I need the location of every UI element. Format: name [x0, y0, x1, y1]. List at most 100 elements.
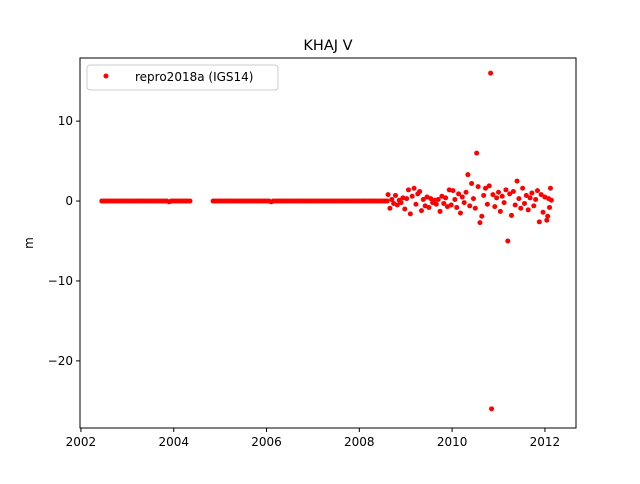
- data-point: [490, 192, 496, 198]
- data-point: [393, 192, 399, 198]
- data-point: [510, 188, 516, 194]
- data-point: [547, 185, 553, 191]
- data-point: [420, 196, 426, 202]
- data-point: [520, 185, 526, 191]
- data-point: [533, 196, 539, 202]
- data-point: [385, 192, 391, 198]
- y-axis: 10 0 −10 −20: [48, 114, 80, 368]
- data-point: [470, 196, 476, 202]
- data-point: [394, 202, 400, 208]
- data-point: [402, 206, 408, 212]
- data-point: [407, 211, 413, 217]
- data-point: [525, 207, 531, 213]
- data-point: [536, 219, 542, 225]
- data-point: [544, 217, 550, 223]
- data-point: [483, 185, 489, 191]
- data-point: [503, 187, 509, 193]
- data-point: [505, 238, 511, 244]
- data-point: [472, 205, 478, 211]
- data-point: [465, 172, 471, 178]
- data-point: [417, 188, 423, 194]
- data-point: [450, 188, 456, 194]
- data-point: [516, 196, 522, 202]
- data-point: [467, 203, 473, 209]
- data-point: [441, 200, 447, 206]
- data-point: [389, 196, 395, 202]
- data-point: [446, 187, 452, 193]
- data-point: [398, 200, 404, 206]
- chart-title: KHAJ V: [303, 38, 352, 54]
- data-point: [409, 193, 415, 199]
- data-point: [435, 196, 441, 202]
- data-point: [413, 201, 419, 207]
- data-point: [481, 192, 487, 198]
- data-point: [529, 190, 535, 196]
- x-axis: 2002 2004 2006 2008 2010 2012: [66, 428, 561, 449]
- y-tick-label: −10: [48, 274, 73, 288]
- data-point: [521, 200, 527, 206]
- data-point: [523, 192, 529, 198]
- data-point: [452, 196, 458, 202]
- data-point: [507, 191, 513, 197]
- data-point: [489, 406, 495, 412]
- data-point: [540, 209, 546, 215]
- data-point: [534, 188, 540, 194]
- data-point: [187, 198, 193, 204]
- data-point: [431, 197, 437, 203]
- data-point: [457, 210, 463, 216]
- data-point: [501, 200, 507, 206]
- legend: repro2018a (IGS14): [86, 64, 279, 91]
- data-point: [538, 192, 544, 198]
- data-point: [469, 180, 475, 186]
- data-point: [406, 187, 412, 193]
- data-point: [494, 195, 500, 201]
- data-point: [387, 205, 393, 211]
- data-point: [404, 196, 410, 202]
- x-tick-label: 2010: [437, 435, 468, 449]
- data-point: [484, 201, 490, 207]
- x-tick-label: 2012: [530, 435, 561, 449]
- data-point: [499, 193, 505, 199]
- data-point: [463, 189, 469, 195]
- data-point: [496, 189, 502, 195]
- data-points: [99, 70, 554, 412]
- legend-marker: [103, 73, 109, 79]
- data-point: [497, 208, 503, 214]
- legend-frame: [86, 64, 279, 91]
- data-point: [437, 208, 443, 214]
- data-point: [433, 201, 439, 207]
- data-point: [418, 208, 424, 214]
- data-point: [488, 70, 494, 76]
- data-point: [531, 203, 537, 209]
- x-tick-label: 2002: [66, 435, 97, 449]
- data-point: [545, 213, 551, 219]
- y-tick-label: 10: [58, 114, 73, 128]
- y-tick-label: −20: [48, 354, 73, 368]
- data-point: [477, 220, 483, 226]
- data-point: [479, 213, 485, 219]
- data-point: [518, 205, 524, 211]
- data-point: [400, 195, 406, 201]
- x-tick-label: 2006: [251, 435, 282, 449]
- data-point: [512, 202, 518, 208]
- data-point: [492, 204, 498, 210]
- y-axis-label: m: [22, 237, 36, 249]
- data-point: [475, 184, 481, 190]
- data-point: [448, 202, 454, 208]
- data-point: [443, 195, 449, 201]
- y-tick-label: 0: [65, 194, 73, 208]
- data-point: [411, 185, 417, 191]
- x-tick-label: 2008: [344, 435, 375, 449]
- data-point: [456, 191, 462, 197]
- data-point: [426, 204, 432, 210]
- plot-area-frame: [79, 57, 577, 429]
- data-point: [486, 183, 492, 189]
- data-point: [514, 178, 520, 184]
- x-tick-label: 2004: [158, 435, 189, 449]
- data-point: [474, 150, 480, 156]
- data-point: [548, 197, 554, 203]
- legend-label: repro2018a (IGS14): [135, 70, 253, 84]
- data-point: [547, 204, 553, 210]
- data-point: [454, 204, 460, 210]
